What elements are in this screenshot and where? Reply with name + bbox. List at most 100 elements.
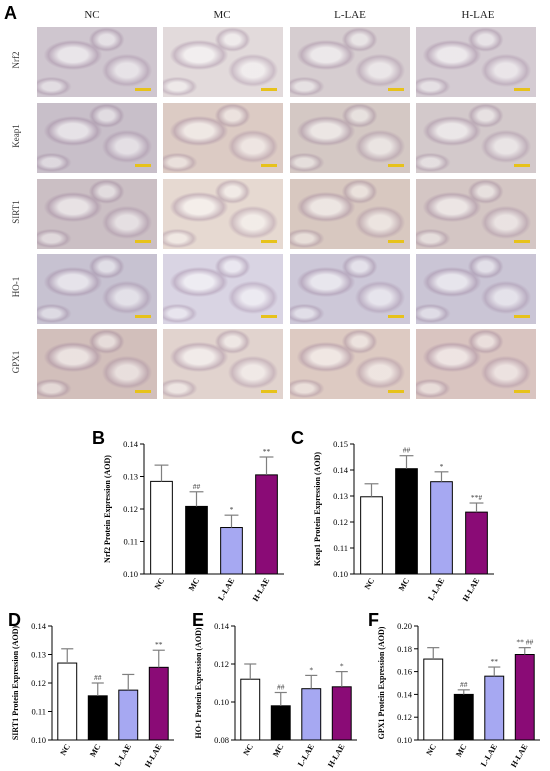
micrograph-gpx1-nc <box>37 329 157 399</box>
bar-l-lae <box>301 688 322 741</box>
significance-label: ## <box>460 680 468 689</box>
y-axis-label: GPX1 Protein Expression (AOD) <box>377 626 386 739</box>
y-tick-label: 0.18 <box>397 644 412 654</box>
y-tick-label: 0.15 <box>333 439 348 449</box>
micrograph-ho-1-mc <box>163 254 283 324</box>
category-label-nc: NC <box>424 742 438 757</box>
column-header-h-lae: H-LAE <box>461 9 495 21</box>
row-label-sirt1: SIRT1 <box>11 200 21 224</box>
panel-label-d: D <box>8 610 21 630</box>
significance-label: ** <box>491 657 499 666</box>
significance-label: ## <box>403 446 411 455</box>
category-label-h-lae: H-LAE <box>461 577 481 603</box>
bar-nc <box>423 658 444 741</box>
scale-bar <box>135 390 151 393</box>
scale-bar <box>135 315 151 318</box>
scale-bar <box>388 315 404 318</box>
category-label-nc: NC <box>58 742 72 757</box>
y-tick-label: 0.12 <box>31 678 46 688</box>
micrograph-nrf2-nc <box>37 27 157 97</box>
bar-l-lae <box>118 689 139 741</box>
category-label-mc: MC <box>454 742 469 758</box>
y-tick-label: 0.14 <box>123 439 139 449</box>
micrograph-gpx1-h-lae <box>416 329 536 399</box>
row-label-nrf2: Nrf2 <box>11 51 21 69</box>
scale-bar <box>514 315 530 318</box>
chart-d-sirt1: 0.10 0.11 0.12 0.13 0.14 SIRT1 Protein Expres… <box>11 621 174 769</box>
bar-mc <box>270 705 291 741</box>
column-header-nc: NC <box>84 9 100 21</box>
bar-h-lae <box>255 474 278 575</box>
y-tick-label: 0.10 <box>333 569 348 579</box>
significance-label: ## <box>193 482 201 491</box>
category-label-h-lae: H-LAE <box>251 577 271 603</box>
significance-label: * <box>440 462 444 471</box>
y-tick-label: 0.13 <box>123 472 138 482</box>
micrograph-nrf2-l-lae <box>290 27 410 97</box>
scale-bar <box>388 390 404 393</box>
micrograph-gpx1-l-lae <box>290 329 410 399</box>
bar-h-lae <box>331 686 352 741</box>
category-label-l-lae: L-LAE <box>479 743 499 769</box>
y-tick-label: 0.11 <box>333 543 348 553</box>
significance-label: ** <box>155 640 163 649</box>
bar-nc <box>150 480 173 575</box>
y-tick-label: 0.10 <box>397 735 412 745</box>
panel-label-f: F <box>368 610 379 630</box>
scale-bar <box>514 164 530 167</box>
panel-label-a: A <box>4 3 17 23</box>
y-tick-label: 0.13 <box>333 491 348 501</box>
category-label-h-lae: H-LAE <box>509 743 529 769</box>
scale-bar <box>135 164 151 167</box>
y-tick-label: 0.12 <box>397 712 412 722</box>
bar-mc <box>453 693 474 741</box>
micrograph-keap1-h-lae <box>416 103 536 173</box>
row-label-ho-1: HO-1 <box>11 276 21 298</box>
significance-label: ** ## <box>516 638 533 647</box>
scale-bar <box>261 390 277 393</box>
micrograph-nrf2-mc <box>163 27 283 97</box>
y-tick-label: 0.14 <box>333 465 349 475</box>
scale-bar <box>135 88 151 91</box>
bar-nc <box>240 678 261 741</box>
bar-h-lae <box>148 666 169 741</box>
y-tick-label: 0.08 <box>214 735 229 745</box>
scale-bar <box>261 240 277 243</box>
category-label-l-lae: L-LAE <box>426 577 446 603</box>
significance-label: ** <box>263 447 271 456</box>
category-label-nc: NC <box>153 576 167 591</box>
y-axis-label: Keap1 Protein Expression (AOD) <box>313 452 322 566</box>
significance-label: ## <box>277 683 285 692</box>
scale-bar <box>514 88 530 91</box>
y-tick-label: 0.20 <box>397 621 412 631</box>
micrograph-sirt1-mc <box>163 179 283 249</box>
column-header-mc: MC <box>213 9 231 21</box>
y-tick-label: 0.12 <box>123 504 138 514</box>
y-tick-label: 0.14 <box>397 689 413 699</box>
bar-mc <box>87 695 108 741</box>
micrograph-keap1-mc <box>163 103 283 173</box>
micrograph-keap1-nc <box>37 103 157 173</box>
y-tick-label: 0.11 <box>123 537 138 547</box>
panel-label-b: B <box>92 428 105 448</box>
bar-mc <box>395 468 418 575</box>
significance-label: ## <box>94 673 102 682</box>
category-label-l-lae: L-LAE <box>216 577 236 603</box>
scale-bar <box>388 240 404 243</box>
category-label-mc: MC <box>271 742 286 758</box>
micrograph-ho-1-l-lae <box>290 254 410 324</box>
category-label-nc: NC <box>241 742 255 757</box>
chart-e-ho1: 0.08 0.10 0.12 0.14 HO-1 Protein Expression … <box>194 621 357 769</box>
micrograph-ho-1-h-lae <box>416 254 536 324</box>
bar-l-lae <box>430 481 453 575</box>
scale-bar <box>388 164 404 167</box>
y-tick-label: 0.16 <box>397 667 412 677</box>
y-tick-label: 0.10 <box>31 735 46 745</box>
scale-bar <box>514 240 530 243</box>
y-tick-label: 0.14 <box>31 621 47 631</box>
chart-f-gpx1: 0.10 0.12 0.14 0.16 0.18 0.20 GPX1 Protein Exp… <box>377 621 540 769</box>
micrograph-sirt1-nc <box>37 179 157 249</box>
scale-bar <box>514 390 530 393</box>
bar-l-lae <box>220 527 243 575</box>
y-tick-label: 0.12 <box>214 659 229 669</box>
